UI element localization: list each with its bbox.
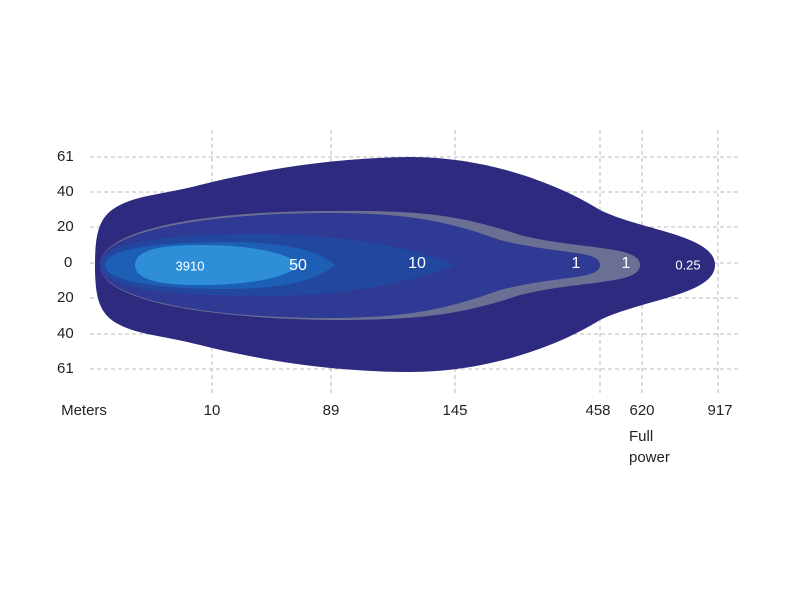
y-label: 61 — [57, 148, 74, 165]
x-label: Meters — [61, 402, 107, 419]
zone-label: 10 — [408, 255, 426, 272]
x-label: 10 — [204, 402, 221, 419]
beam — [95, 157, 715, 372]
zone-label: 0.25 — [675, 257, 700, 272]
note: Full — [629, 428, 653, 445]
y-label: 20 — [57, 289, 74, 306]
zone-labels: 3910 50 10 1 1 0.25 — [176, 255, 701, 274]
zone-label: 1 — [572, 255, 581, 272]
zone-3910 — [135, 245, 300, 285]
y-label: 40 — [57, 183, 74, 200]
x-label: 89 — [323, 402, 340, 419]
zone-label: 50 — [289, 257, 307, 274]
y-labels: 61 40 20 0 20 40 61 — [57, 148, 74, 377]
zone-label: 3910 — [176, 258, 205, 273]
x-label: 145 — [442, 402, 467, 419]
x-labels: Meters 10 89 145 458 620 917 — [61, 402, 732, 419]
x-label: 620 — [629, 402, 654, 419]
y-label: 61 — [57, 360, 74, 377]
y-label: 40 — [57, 325, 74, 342]
y-label: 20 — [57, 218, 74, 235]
note: power — [629, 449, 670, 466]
x-label: 917 — [707, 402, 732, 419]
x-label: 458 — [585, 402, 610, 419]
y-label: 0 — [64, 254, 72, 271]
zone-label: 1 — [622, 255, 631, 272]
